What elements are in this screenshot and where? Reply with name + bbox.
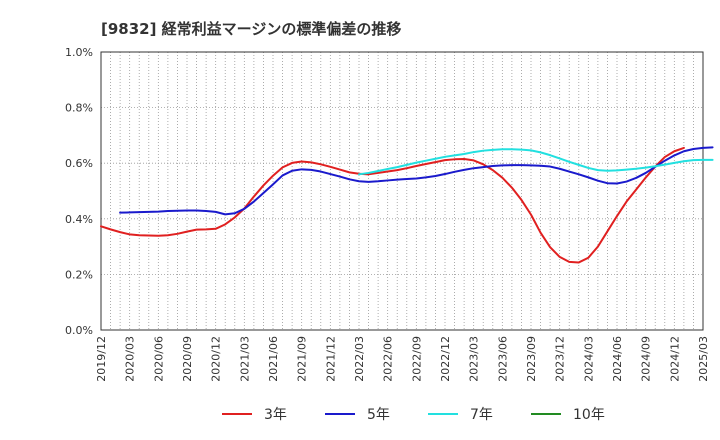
legend-item: 3年	[222, 407, 287, 423]
x-tick-label: 2025/03	[697, 336, 710, 382]
x-tick-label: 2024/09	[640, 336, 653, 382]
legend-label: 7年	[470, 407, 493, 423]
x-tick-label: 2022/12	[439, 336, 452, 382]
x-tick-label: 2021/12	[324, 336, 337, 382]
x-tick-label: 2020/09	[181, 336, 194, 382]
legend: 3年 5年 7年 10年	[222, 407, 605, 423]
legend-item: 7年	[428, 407, 493, 423]
x-tick-label: 2023/09	[525, 336, 538, 382]
plot-area	[101, 52, 703, 330]
legend-label: 10年	[573, 407, 605, 423]
y-tick-label: 0.8%	[65, 102, 93, 115]
y-tick-label: 0.4%	[65, 213, 93, 226]
x-tick-label: 2023/12	[554, 336, 567, 382]
x-tick-label: 2019/12	[95, 336, 108, 382]
grid-layer	[101, 51, 703, 331]
y-tick-label: 0.6%	[65, 157, 93, 170]
x-tick-label: 2024/12	[668, 336, 681, 382]
x-tick-label: 2022/03	[353, 336, 366, 382]
x-tick-label: 2021/09	[296, 336, 309, 382]
x-tick-label: 2024/03	[582, 336, 595, 382]
legend-item: 10年	[531, 407, 605, 423]
series-layer	[100, 146, 714, 264]
plot-frame	[100, 51, 704, 331]
legend-label: 3年	[264, 407, 287, 423]
x-tick-label: 2021/03	[238, 336, 251, 382]
y-tick-label: 1.0%	[65, 46, 93, 59]
series-line-0	[100, 146, 685, 264]
x-tick-label: 2020/06	[152, 336, 165, 382]
x-tick-label: 2022/06	[382, 336, 395, 382]
x-tick-label: 2021/06	[267, 336, 280, 382]
axis-layer: 0.0% 0.2% 0.4% 0.6% 0.8% 1.0% 2019/12 2020/03 20…	[65, 46, 710, 382]
x-tick-label: 2022/09	[410, 336, 423, 382]
x-tick-label: 2023/03	[468, 336, 481, 382]
x-tick-label: 2020/12	[210, 336, 223, 382]
x-tick-label: 2023/06	[496, 336, 509, 382]
legend-item: 5年	[325, 407, 390, 423]
x-tick-label: 2024/06	[611, 336, 624, 382]
series-line-1	[119, 146, 714, 216]
legend-label: 5年	[367, 407, 390, 423]
chart-title: [9832] 経常利益マージンの標準偏差の推移	[101, 20, 401, 38]
y-tick-label: 0.2%	[65, 268, 93, 281]
series-line-2	[358, 148, 714, 176]
y-tick-label: 0.0%	[65, 324, 93, 337]
x-tick-label: 2020/03	[124, 336, 137, 382]
